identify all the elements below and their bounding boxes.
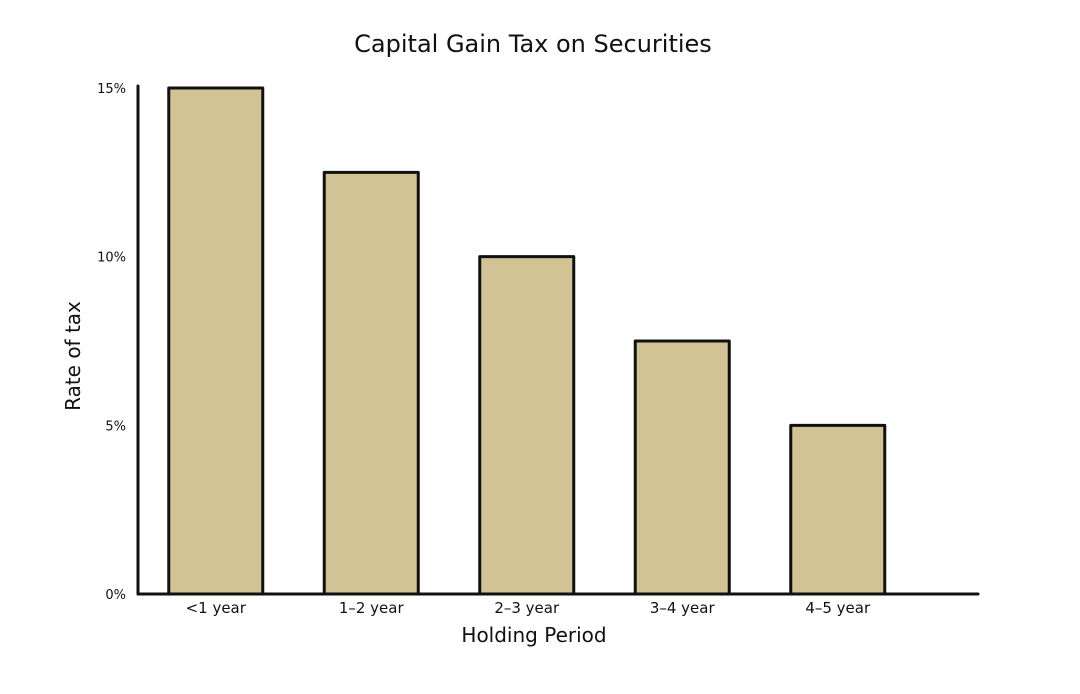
y-tick-label-1: 0% xyxy=(105,588,126,603)
bar-4 xyxy=(633,339,731,596)
axes-layer xyxy=(136,84,980,596)
x-tick-label-5: 4–5 year xyxy=(805,599,871,617)
y-tick-label-4: 15% xyxy=(97,82,126,97)
y-tick-label-3: 10% xyxy=(97,251,126,266)
chart-title: Capital Gain Tax on Securities xyxy=(354,30,712,58)
bar-5 xyxy=(789,423,887,596)
y-tick-label-2: 5% xyxy=(105,419,126,434)
bar-2 xyxy=(322,170,420,596)
x-tick-label-4: 3–4 year xyxy=(650,599,716,617)
x-tick-label-3: 2–3 year xyxy=(494,599,560,617)
x-axis-label: Holding Period xyxy=(461,623,606,647)
bars-layer xyxy=(167,86,887,596)
x-tick-label-2: 1–2 year xyxy=(339,599,405,617)
y-axis-label: Rate of tax xyxy=(61,301,85,411)
x-tick-label-1: <1 year xyxy=(186,599,247,617)
bar-3 xyxy=(478,255,576,596)
bar-1 xyxy=(167,86,265,596)
ticks-layer: <1 year 1–2 year 2–3 year 3–4 year 4–5 year 0… xyxy=(97,82,871,617)
